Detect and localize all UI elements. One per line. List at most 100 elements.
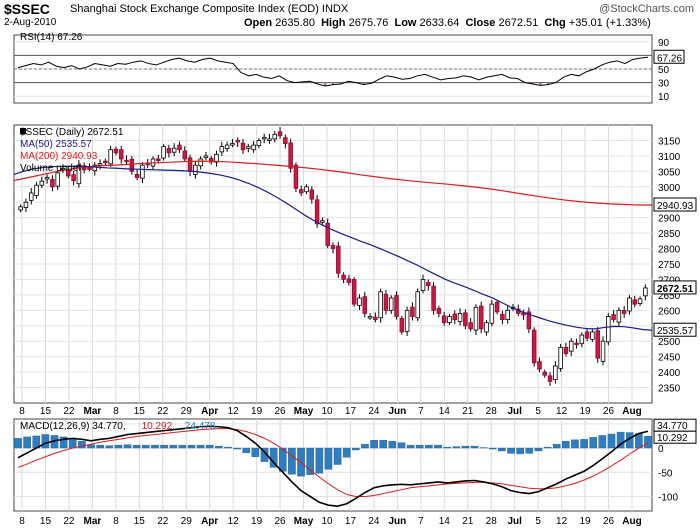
candlestick [478, 305, 484, 330]
macd-x-tick-label: 14 [439, 516, 451, 527]
candlestick [537, 361, 542, 370]
macd-histogram-bar [552, 443, 561, 449]
quote-date: 2-Aug-2010 [4, 17, 57, 28]
open-label: Open [244, 17, 273, 29]
candlestick [447, 316, 452, 324]
macd-histogram-bar [169, 444, 178, 449]
candlestick [208, 157, 214, 163]
candlestick [92, 164, 98, 172]
candlestick [177, 144, 182, 151]
macd-x-tick-label: 15 [134, 516, 146, 527]
candlestick [553, 365, 558, 380]
candlestick [574, 342, 579, 345]
candlestick [415, 291, 420, 319]
signal-value-box [653, 430, 697, 444]
ma50-line [13, 165, 653, 331]
rsi-label: RSI(14) 67.26 [20, 32, 83, 43]
candlestick [23, 201, 29, 208]
macd-histogram-bar [461, 445, 470, 449]
candlestick [320, 220, 325, 223]
candlestick [261, 136, 267, 140]
candlestick [298, 189, 304, 194]
candlestick [394, 295, 399, 317]
rsi-y-tick-label: 10 [658, 92, 670, 103]
price-x-tick-label: 29 [181, 406, 193, 417]
candlestick [293, 164, 299, 189]
ohlc-readout: Open 2635.80 High 2675.76 Low 2633.64 Cl… [244, 17, 651, 29]
price-x-tick-label: 17 [345, 406, 357, 417]
chg-value: +35.01 (+1.33%) [568, 17, 651, 29]
candlestick [611, 314, 616, 320]
price-legend-marker [20, 128, 26, 134]
ma200-value-box [653, 197, 697, 212]
candlestick [235, 140, 240, 143]
candlestick [224, 144, 230, 149]
macd-legend-2: 24.478 [185, 421, 216, 432]
price-x-tick-label: 12 [556, 406, 568, 417]
rsi-last-value-label: 67.26 [657, 53, 682, 64]
ma50-value-box [653, 322, 697, 337]
candlestick [367, 316, 373, 319]
candlestick [452, 313, 458, 321]
candlestick [219, 146, 225, 153]
price-y-tick-label: 2600 [658, 306, 681, 317]
ma50-legend: MA(50) 2535.57 [20, 139, 92, 150]
macd-x-tick-label: 22 [63, 516, 75, 527]
price-x-tick-label: Mar [83, 406, 101, 417]
stockcharts-logo[interactable]: @StockCharts.com [599, 3, 694, 15]
macd-histogram-bar [525, 447, 534, 454]
candlestick [606, 316, 611, 343]
candlestick [161, 146, 166, 159]
macd-histogram-bar [452, 446, 461, 449]
candlestick [431, 285, 436, 311]
candlestick [330, 245, 336, 249]
candlestick [129, 158, 135, 172]
macd-histogram-bar [443, 446, 451, 449]
candlestick [388, 297, 394, 311]
price-x-tick-label: Jun [388, 406, 406, 417]
candlestick [542, 371, 548, 376]
candlestick [272, 133, 278, 140]
price-label: $SSEC (Daily) 2672.51 [20, 127, 124, 138]
candlestick [156, 158, 161, 161]
macd-x-tick-label: 5 [535, 516, 541, 527]
candlestick [584, 331, 590, 339]
candlestick [643, 287, 648, 297]
candlestick [140, 164, 145, 179]
macd-x-tick-label: 15 [40, 516, 52, 527]
macd-histogram-bar [516, 447, 524, 455]
open-value: 2635.80 [275, 17, 315, 29]
candlestick [336, 245, 341, 274]
candlestick [198, 158, 203, 167]
macd-histogram-bar [379, 440, 388, 449]
macd-x-tick-label: 10 [321, 516, 333, 527]
last-price-box-label: 2672.51 [657, 284, 694, 295]
ma200-line [13, 160, 653, 206]
macd-histogram-bar [470, 445, 479, 449]
candlestick [267, 138, 272, 141]
macd-x-tick-label: Mar [83, 516, 101, 527]
candlestick [420, 279, 426, 291]
price-x-tick-label: 8 [19, 406, 25, 417]
macd-x-tick-label: Jul [507, 516, 522, 527]
price-y-tick-label: 2400 [658, 368, 681, 379]
macd-x-tick-label: 26 [603, 516, 615, 527]
macd-x-tick-label: Jun [388, 516, 406, 527]
candlestick [108, 149, 113, 165]
candlestick [103, 160, 108, 164]
macd-histogram-bar [370, 440, 378, 449]
candlestick [113, 148, 119, 154]
macd-signal-line [17, 428, 649, 497]
price-x-tick-label: Aug [622, 406, 641, 417]
candlestick [97, 163, 103, 166]
price-x-tick-label: 14 [439, 406, 451, 417]
candlestick [590, 331, 595, 340]
macd-legend-0: MACD(12,26,9) 34.770, [20, 421, 126, 432]
macd-histogram-bar [160, 444, 168, 449]
macd-histogram-bar [123, 444, 132, 449]
macd-y-tick-label: -50 [658, 468, 673, 479]
candlestick [441, 315, 447, 324]
candlestick [579, 334, 585, 345]
candlestick [357, 297, 362, 306]
